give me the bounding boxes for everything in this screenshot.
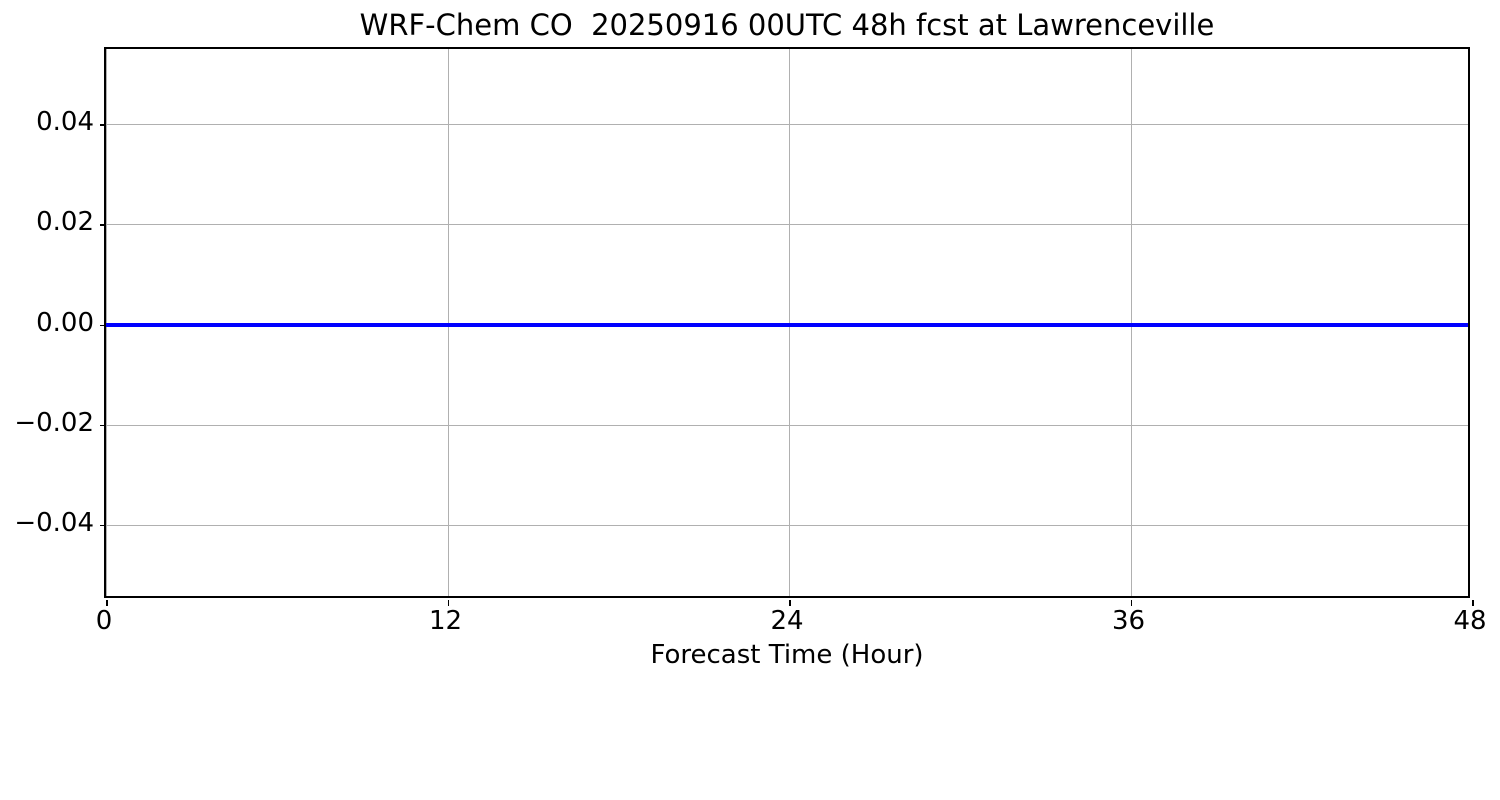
x-axis-tick-label: 12 xyxy=(428,606,463,636)
chart-title: WRF-Chem CO 20250916 00UTC 48h fcst at L… xyxy=(359,8,1215,42)
x-axis-tick-label: 24 xyxy=(770,606,804,636)
plot-area xyxy=(100,47,1474,606)
y-axis-tick-labels: 0.04 0.02 0.00 −0.02 −0.04 xyxy=(0,47,94,598)
x-axis-tick-mark xyxy=(106,600,108,606)
x-axis-tick-mark xyxy=(789,600,791,606)
x-axis-tick-mark xyxy=(1472,600,1474,606)
series-line xyxy=(106,322,1468,327)
x-axis-tick-labels: 0 12 24 36 48 xyxy=(96,598,1487,638)
y-axis-tick-label: −0.02 xyxy=(14,407,94,438)
x-axis-tick-label: 0 xyxy=(95,606,113,636)
x-axis-tick-mark xyxy=(447,600,450,606)
y-axis-tick-mark xyxy=(100,424,106,427)
y-axis-tick-mark xyxy=(100,124,106,126)
x-axis-label: Forecast Time (Hour) xyxy=(650,640,924,670)
y-axis-tick-label: 0.04 xyxy=(36,107,94,138)
y-axis-tick-label: 0.02 xyxy=(36,207,94,238)
x-axis-tick-label: 48 xyxy=(1453,606,1487,636)
y-axis-tick-mark xyxy=(100,524,106,527)
gridline-horizontal xyxy=(106,424,1468,426)
y-axis-tick-mark xyxy=(100,224,106,226)
gridline-horizontal xyxy=(106,124,1468,126)
gridline-horizontal xyxy=(106,224,1468,226)
y-axis-tick-label: 0.00 xyxy=(36,307,94,338)
y-axis-label-clip: CO (ppmv) xyxy=(0,47,10,598)
y-axis-tick-label: −0.04 xyxy=(14,507,94,538)
gridline-horizontal xyxy=(106,524,1468,526)
x-axis-tick-mark xyxy=(1130,600,1133,606)
x-axis-tick-label: 36 xyxy=(1111,606,1146,636)
y-axis-tick-mark xyxy=(100,324,106,327)
series-layer xyxy=(106,49,1468,596)
